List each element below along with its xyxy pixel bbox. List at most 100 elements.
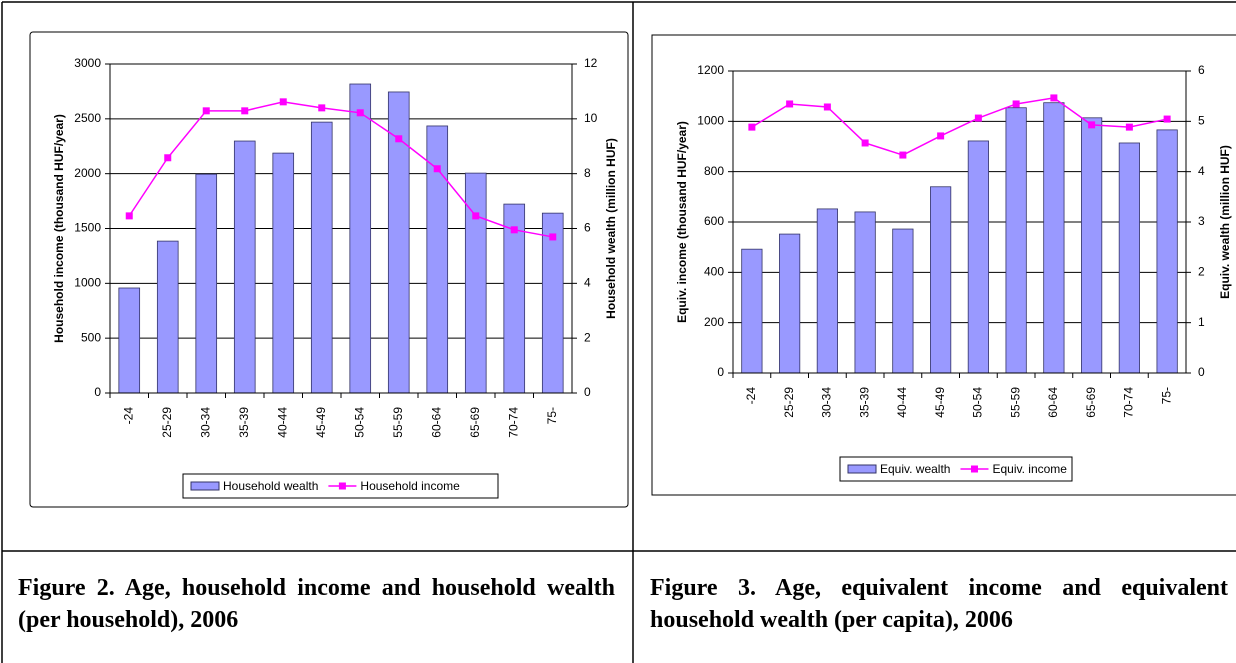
y2-tick-label: 0 xyxy=(584,385,591,399)
line-marker xyxy=(1088,121,1096,129)
x-tick-label: 55-59 xyxy=(391,407,405,438)
bar xyxy=(741,248,763,374)
legend-swatch xyxy=(190,481,220,491)
caption: Figure 3. Age, equivalent income and equ… xyxy=(650,575,1228,633)
x-tick-label: 50-54 xyxy=(971,387,985,418)
line-marker xyxy=(861,139,869,147)
x-tick-label: 45-49 xyxy=(933,387,947,418)
y2-tick-label: 10 xyxy=(584,111,598,125)
x-tick-label: 60-64 xyxy=(1046,387,1060,418)
line-marker xyxy=(318,104,326,112)
x-tick-label: 45-49 xyxy=(314,407,328,438)
y-tick-label: 600 xyxy=(704,214,724,228)
y2-tick-label: 5 xyxy=(1198,114,1205,128)
y-tick-label: 800 xyxy=(704,164,724,178)
x-tick-label: 30-34 xyxy=(198,407,212,438)
line-marker xyxy=(1012,100,1020,108)
line-marker xyxy=(748,123,756,131)
line-marker xyxy=(786,100,794,108)
x-tick-label: 75- xyxy=(545,407,559,424)
y-tick-label: 200 xyxy=(704,315,724,329)
line-marker xyxy=(241,107,249,115)
y-axis-title: Equiv. income (thousand HUF/year) xyxy=(675,121,689,323)
y-tick-label: 500 xyxy=(81,330,101,344)
y-tick-label: 1000 xyxy=(697,114,724,128)
line xyxy=(128,101,553,238)
y-tick-label: 3000 xyxy=(74,56,101,70)
x-tick-label: -24 xyxy=(121,407,135,425)
y2-tick-label: 6 xyxy=(584,221,591,235)
y-tick-label: 0 xyxy=(94,385,101,399)
line-marker xyxy=(510,226,518,234)
line-marker xyxy=(899,151,907,159)
line-marker xyxy=(937,132,945,140)
line-marker xyxy=(974,114,982,122)
line-marker xyxy=(395,135,403,143)
x-tick-label: 25-29 xyxy=(782,387,796,418)
bar xyxy=(195,173,218,394)
bar xyxy=(854,211,876,374)
bar xyxy=(156,240,179,394)
x-tick-label: -24 xyxy=(744,387,758,405)
x-tick-label: 55-59 xyxy=(1008,387,1022,418)
y-tick-label: 2500 xyxy=(74,111,101,125)
x-tick-label: 75- xyxy=(1159,387,1173,404)
legend-swatch xyxy=(338,482,346,490)
bar xyxy=(1118,142,1140,374)
chart-frame xyxy=(651,34,1236,496)
bar xyxy=(967,140,989,374)
legend-swatch xyxy=(970,465,978,473)
y-axis-title: Household income (thousand HUF/year) xyxy=(52,114,66,343)
y-tick-label: 2000 xyxy=(74,166,101,180)
bar xyxy=(816,208,838,374)
line xyxy=(751,97,1168,156)
y2-tick-label: 4 xyxy=(584,276,591,290)
line-marker xyxy=(1163,115,1171,123)
x-tick-label: 30-34 xyxy=(820,387,834,418)
bar xyxy=(1005,107,1027,374)
x-tick-label: 60-64 xyxy=(429,407,443,438)
y2-tick-label: 2 xyxy=(1198,265,1205,279)
bar xyxy=(779,233,801,374)
legend-box xyxy=(839,456,1073,482)
x-tick-label: 65-69 xyxy=(468,407,482,438)
y-tick-label: 1000 xyxy=(74,276,101,290)
bar xyxy=(1043,102,1065,374)
bar xyxy=(930,186,952,374)
legend-label: Equiv. wealth xyxy=(880,462,950,476)
line-marker xyxy=(356,109,364,117)
y-tick-label: 1500 xyxy=(74,221,101,235)
line-marker xyxy=(279,98,287,106)
caption: Figure 2. Age, household income and hous… xyxy=(18,575,615,633)
x-tick-label: 40-44 xyxy=(895,387,909,418)
y-tick-label: 400 xyxy=(704,265,724,279)
legend-label: Household wealth xyxy=(223,479,318,493)
x-tick-label: 25-29 xyxy=(160,407,174,438)
bar xyxy=(310,121,333,394)
line-marker xyxy=(472,212,480,220)
y-tick-label: 1200 xyxy=(697,63,724,77)
y2-tick-label: 2 xyxy=(584,330,591,344)
bar xyxy=(118,287,141,394)
y2-tick-label: 4 xyxy=(1198,164,1205,178)
x-tick-label: 50-54 xyxy=(352,407,366,438)
line-marker xyxy=(164,154,172,162)
y2-tick-label: 12 xyxy=(584,56,598,70)
x-tick-label: 70-74 xyxy=(506,407,520,438)
line-marker xyxy=(1050,94,1058,102)
line-marker xyxy=(1125,123,1133,131)
x-tick-label: 40-44 xyxy=(275,407,289,438)
y2-tick-label: 3 xyxy=(1198,214,1205,228)
bar xyxy=(1156,129,1178,374)
legend-label: Equiv. income xyxy=(992,462,1067,476)
legend-label: Household income xyxy=(360,479,460,493)
line-marker xyxy=(823,103,831,111)
line-marker xyxy=(202,107,210,115)
y2-axis-title: Household wealth (million HUF) xyxy=(604,138,618,319)
y2-tick-label: 1 xyxy=(1198,315,1205,329)
line-marker xyxy=(433,165,441,173)
bar xyxy=(272,152,295,394)
